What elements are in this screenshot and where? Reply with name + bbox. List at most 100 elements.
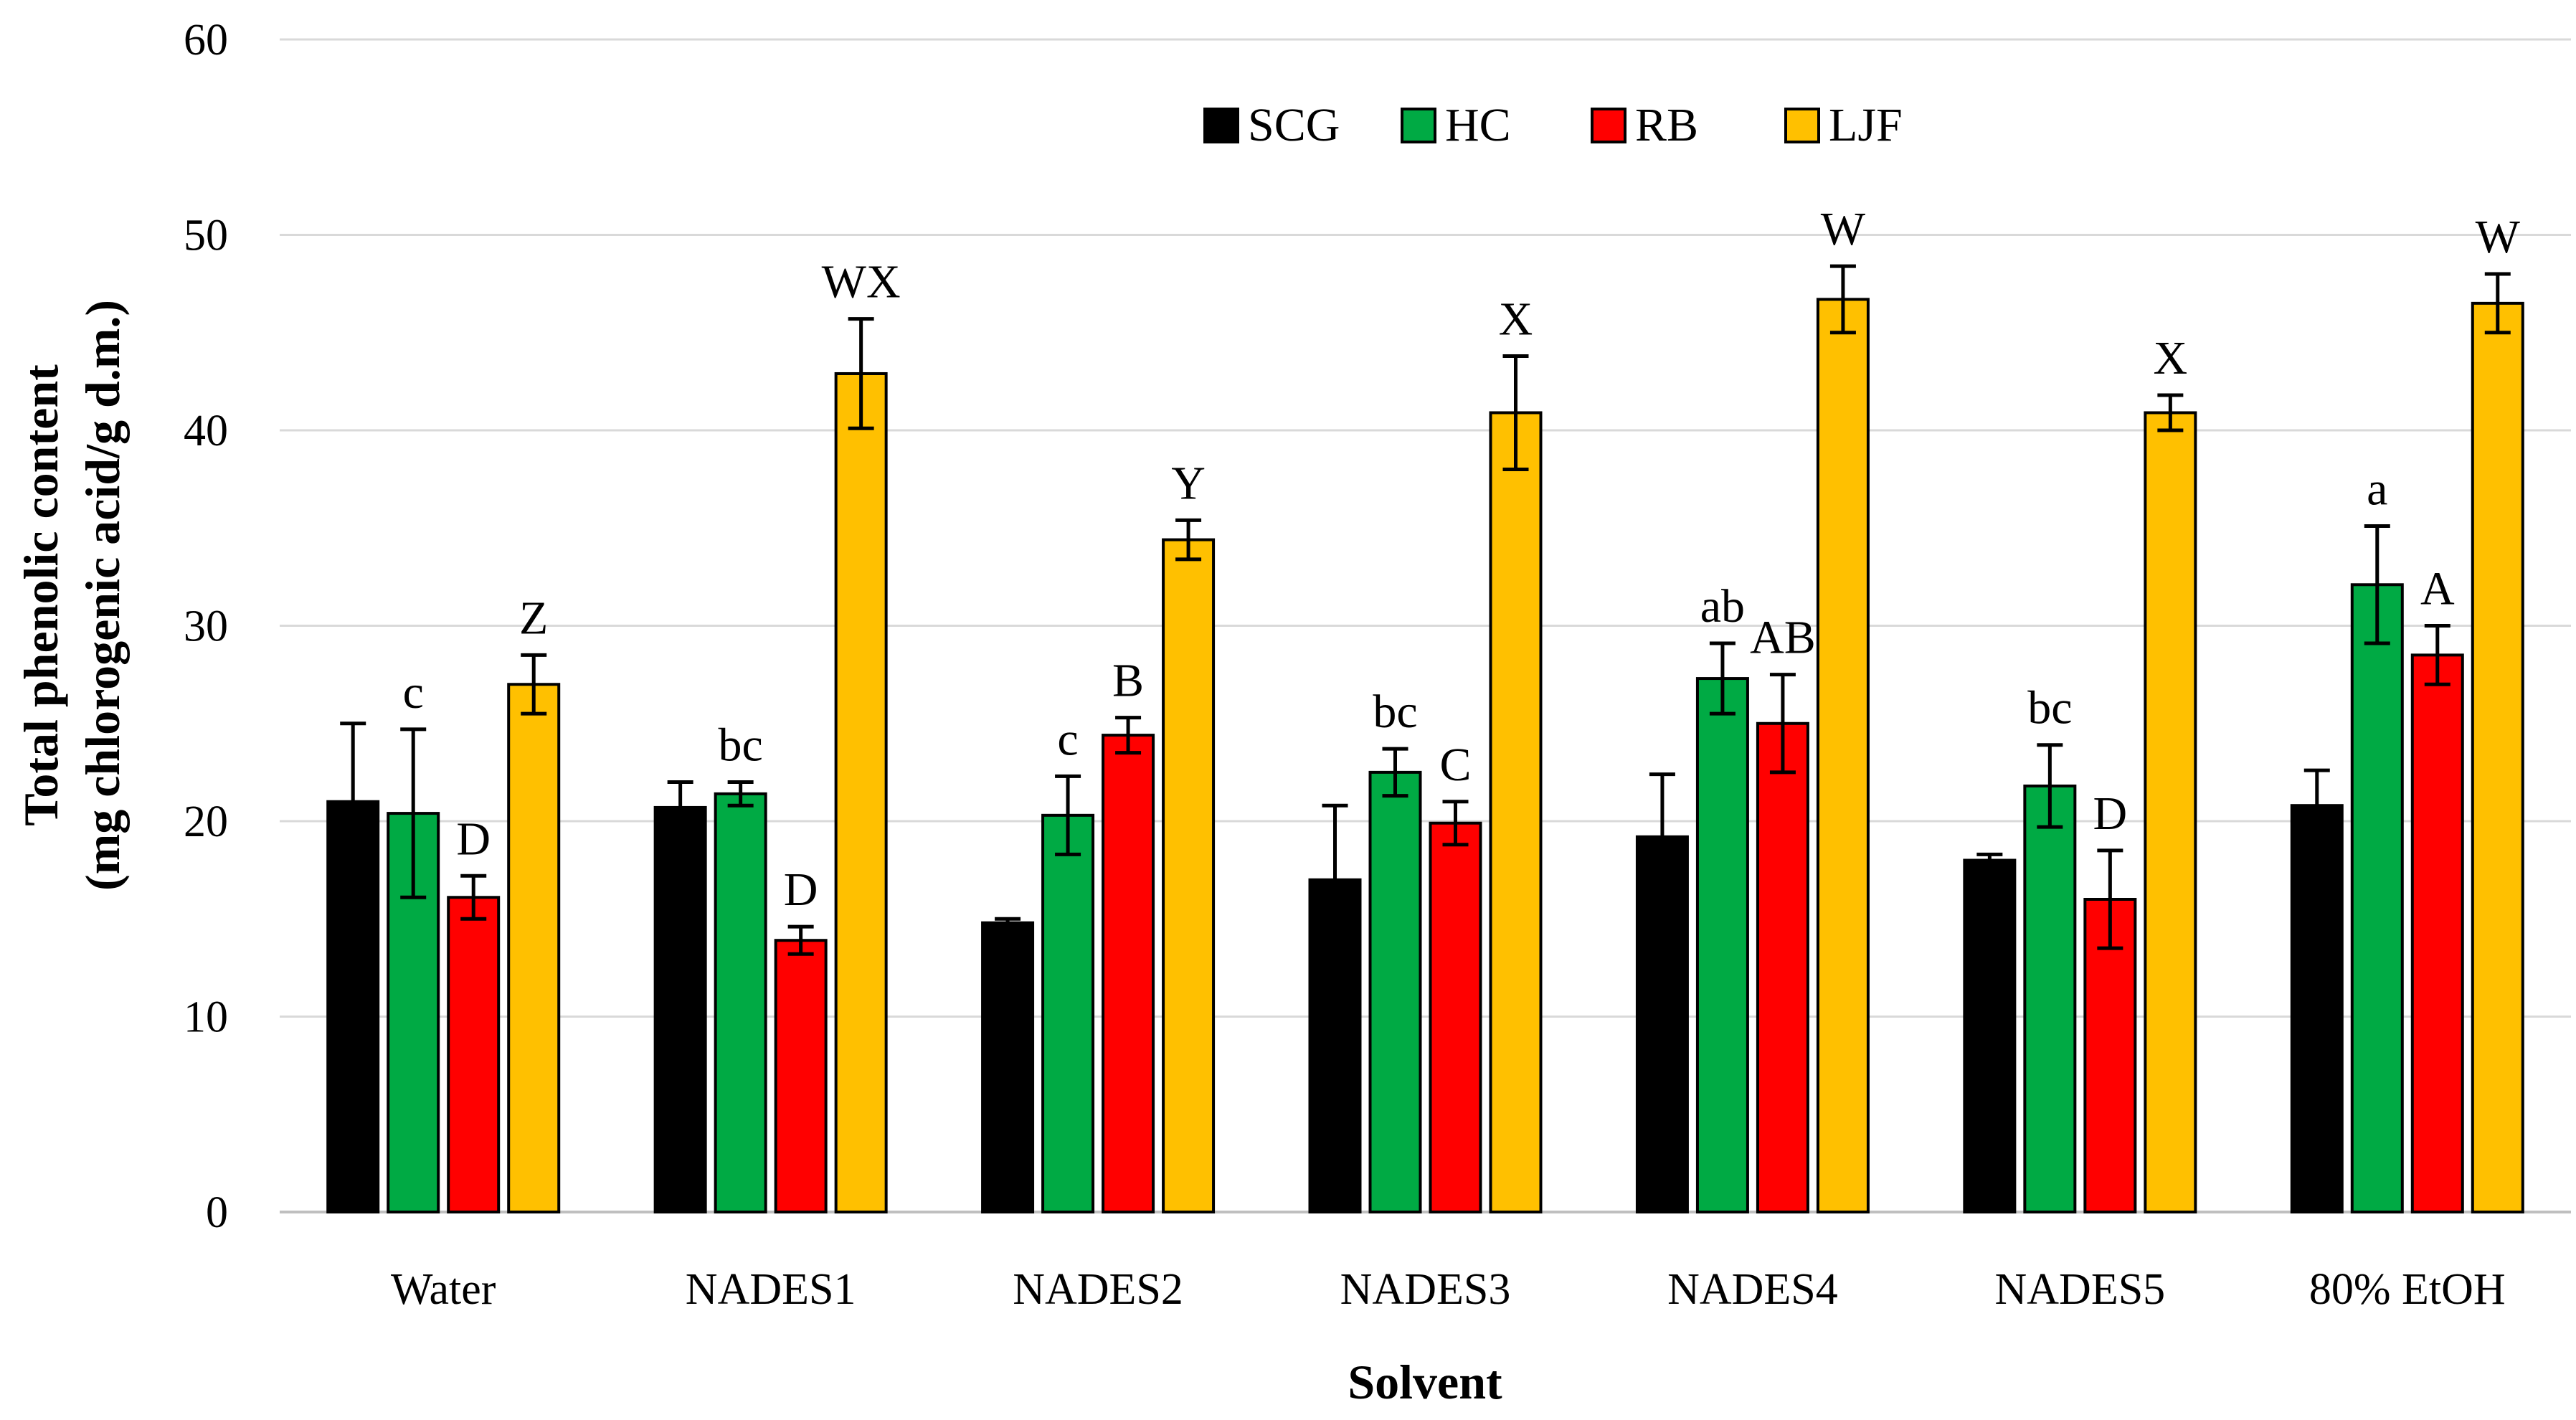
error-bar <box>1769 673 1796 775</box>
legend-label: HC <box>1445 99 1511 151</box>
significance-label: Z <box>519 592 548 644</box>
bar-rb <box>1102 734 1155 1213</box>
error-bar <box>1649 772 1675 901</box>
bar-rb <box>1429 821 1482 1213</box>
significance-label: ab <box>1700 580 1745 633</box>
error-bar <box>2157 393 2184 432</box>
significance-label: D <box>456 813 491 865</box>
significance-label: X <box>2154 332 2188 384</box>
legend-label: RB <box>1635 99 1698 151</box>
significance-label: W <box>2476 211 2521 263</box>
x-category-label: NADES5 <box>1995 1265 2166 1314</box>
x-category-label: 80% EtOH <box>2309 1265 2506 1314</box>
bar-ljf <box>1162 538 1216 1213</box>
significance-label: a <box>2367 463 2387 516</box>
legend-label: SCG <box>1248 99 1340 151</box>
significance-label: D <box>2093 787 2128 840</box>
legend-label: LJF <box>1829 99 1903 151</box>
y-tick-label: 60 <box>184 16 228 65</box>
significance-label: WX <box>822 256 901 308</box>
significance-label: A <box>2420 563 2455 615</box>
significance-label: Y <box>1171 457 1206 509</box>
legend-item-scg: SCG <box>1203 99 1340 151</box>
legend: SCG HC RB LJF <box>1203 99 1903 151</box>
significance-label: bc <box>718 719 762 772</box>
y-tick-label: 30 <box>184 602 228 651</box>
bar-hc <box>2350 583 2404 1213</box>
bar-ljf <box>1816 298 1870 1213</box>
significance-label: bc <box>2027 682 2072 734</box>
y-axis-title-line1: Total phenolic content <box>14 364 68 826</box>
y-tick-label: 10 <box>184 993 228 1042</box>
bar-hc <box>1368 770 1422 1213</box>
x-category-label: NADES3 <box>1340 1265 1511 1314</box>
bar-rb <box>447 896 501 1214</box>
error-bar <box>1175 518 1202 562</box>
significance-label: AB <box>1750 612 1816 664</box>
error-bar <box>787 924 814 956</box>
bar-rb <box>2083 898 2137 1213</box>
bar-hc <box>1041 813 1095 1213</box>
bar-scg <box>1963 858 2017 1213</box>
y-axis-ticks: 0 10 20 30 40 50 60 <box>184 16 228 1237</box>
significance-label: c <box>403 666 424 719</box>
significance-label: W <box>1821 203 1866 255</box>
bar-rb <box>774 939 828 1213</box>
significance-label: c <box>1057 713 1078 765</box>
x-category-label: NADES1 <box>686 1265 856 1314</box>
bar-scg <box>653 805 707 1214</box>
error-bar <box>2097 848 2123 950</box>
error-bar <box>2303 768 2330 843</box>
significance-label: B <box>1112 655 1144 707</box>
y-tick-label: 50 <box>184 212 228 260</box>
y-tick-label: 20 <box>184 797 228 846</box>
bar-hc <box>1695 677 1749 1213</box>
y-axis-title-line2: (mg chlorogenic acid/g d.m.) <box>75 300 130 891</box>
significance-label: D <box>784 863 818 916</box>
x-axis-title: Solvent <box>1348 1355 1502 1409</box>
error-bar <box>1115 716 1142 755</box>
error-bar <box>995 917 1021 929</box>
error-bars <box>340 264 2511 956</box>
x-category-label: NADES2 <box>1013 1265 1183 1314</box>
bar-ljf <box>834 371 888 1213</box>
legend-item-ljf: LJF <box>1784 99 1903 151</box>
x-category-label: NADES4 <box>1667 1265 1838 1314</box>
bar-hc <box>714 792 767 1213</box>
error-bar <box>1442 800 1469 847</box>
significance-label: bc <box>1373 686 1417 738</box>
bar-hc <box>2023 784 2077 1213</box>
legend-swatch <box>1784 108 1820 143</box>
bar-ljf <box>2471 301 2524 1213</box>
error-bar <box>521 653 547 716</box>
error-bar <box>727 780 754 808</box>
error-bar <box>2424 624 2450 686</box>
error-bar <box>1976 852 2003 868</box>
grid-lines <box>280 38 2571 1018</box>
y-tick-label: 0 <box>206 1188 228 1237</box>
bar-ljf <box>1489 411 1543 1213</box>
x-axis-categories: Water NADES1 NADES2 NADES3 NADES4 NADES5 80% E… <box>391 1265 2506 1314</box>
bar-rb <box>1756 721 1809 1213</box>
bar-ljf <box>507 683 561 1213</box>
legend-swatch <box>1203 108 1239 143</box>
legend-item-rb: RB <box>1591 99 1698 151</box>
y-tick-label: 40 <box>184 407 228 455</box>
significance-label: X <box>1499 293 1533 345</box>
bar-scg <box>981 921 1035 1213</box>
error-bar <box>1055 774 1081 856</box>
error-bar <box>1382 747 1408 798</box>
error-bar <box>1502 354 1529 471</box>
bar-scg <box>2290 804 2344 1213</box>
error-bar <box>667 780 693 835</box>
error-bar <box>1322 803 1348 956</box>
significance-label: C <box>1439 739 1471 791</box>
bar-rb <box>2410 653 2464 1213</box>
error-bar <box>400 727 427 899</box>
legend-item-hc: HC <box>1401 99 1511 151</box>
error-bar <box>2484 272 2511 335</box>
bar-ljf <box>2144 411 2197 1213</box>
error-bar <box>340 721 366 882</box>
error-bar <box>848 317 874 430</box>
